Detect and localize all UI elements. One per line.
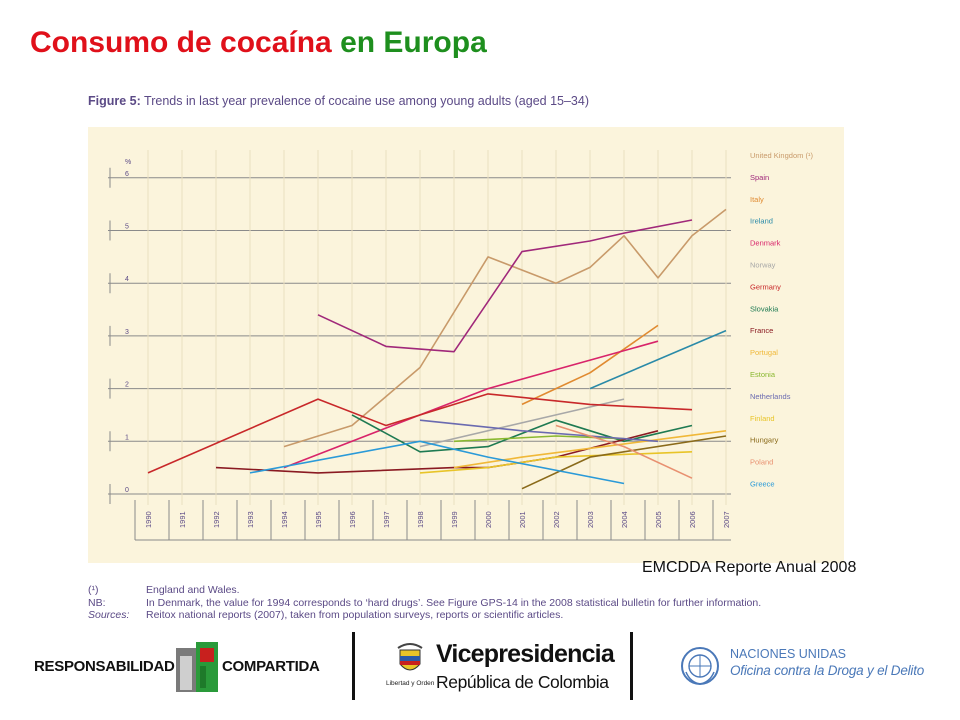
legend-entry: France: [750, 326, 773, 335]
source-label: EMCDDA Reporte Anual 2008: [642, 559, 857, 576]
slide-title: Consumo de cocaína en Europa: [30, 26, 487, 60]
y-tick-label: 1: [125, 434, 129, 441]
gridlines: [108, 150, 731, 505]
series-line: [521, 324, 659, 406]
series-line: [283, 340, 659, 469]
legend: United Kingdom (¹) Spain Italy Ireland Denma…: [750, 151, 813, 489]
vicepresidencia-subtitle: República de Colombia: [436, 672, 609, 692]
x-tick-label: 2004: [620, 511, 629, 528]
legend-entry: Germany: [750, 282, 781, 291]
x-tick-label: 2001: [518, 511, 527, 528]
vicepresidencia-title: Vicepresidencia: [436, 640, 615, 668]
note-key: (¹): [88, 584, 99, 596]
coat-of-arms-caption: Libertad y Orden: [386, 680, 435, 687]
legend-entry: Norway: [750, 261, 776, 270]
figure-label: Figure 5:: [88, 94, 141, 108]
legend-entry: Finland: [750, 414, 775, 423]
figure-notes: (¹) England and Wales. NB: In Denmark, the…: [88, 584, 761, 622]
series-lines: [147, 208, 727, 490]
un-name: NACIONES UNIDAS: [730, 647, 846, 661]
series-line: [351, 414, 693, 453]
note-row: Sources: Reitox national reports (2007), …: [88, 609, 761, 622]
x-tick-label: 1994: [280, 511, 289, 528]
x-tick-label: 1990: [144, 511, 153, 528]
x-axis: 1990 1991 1992 1993 1994 1995 1996 1997 1998 1999…: [134, 500, 731, 541]
rc-emblem-icon: [176, 642, 218, 692]
y-tick-label: 5: [125, 224, 129, 231]
note-text: England and Wales.: [146, 584, 240, 596]
note-key: NB:: [88, 596, 106, 609]
note-text: Reitox national reports (2007), taken fr…: [146, 609, 564, 621]
series-line: [555, 424, 693, 479]
legend-entry: Portugal: [750, 348, 778, 357]
x-tick-label: 2005: [654, 511, 663, 528]
series-line: [521, 435, 727, 490]
series-line: [419, 451, 693, 474]
legend-entry: Denmark: [750, 239, 781, 248]
chart-background: [88, 127, 844, 563]
series-line: [249, 440, 625, 485]
x-tick-label: 1991: [178, 511, 187, 528]
y-tick-label: 2: [125, 382, 129, 389]
figure-title-text: Trends in last year prevalence of cocain…: [144, 94, 589, 108]
vicepresidencia-logo: Libertad y Orden Vicepresidencia Repúbli…: [386, 638, 615, 702]
series-line: [283, 208, 727, 448]
series-line: [147, 393, 693, 474]
legend-entry: Italy: [750, 195, 764, 204]
rc-logo-right-text: COMPARTIDA: [222, 658, 320, 675]
series-line: [453, 435, 625, 443]
x-tick-label: 1992: [212, 511, 221, 528]
series-line: [215, 430, 659, 474]
legend-entry: Spain: [750, 173, 769, 182]
x-tick-label: 1997: [382, 511, 391, 528]
y-tick-label: 3: [125, 329, 129, 336]
note-row: (¹) England and Wales.: [88, 584, 761, 597]
y-tick-label: 0: [125, 487, 129, 494]
legend-entry: Poland: [750, 458, 773, 467]
note-key: Sources:: [88, 609, 130, 621]
legend-entry: Netherlands: [750, 392, 791, 401]
note-row: NB: In Denmark, the value for 1994 corres…: [88, 597, 761, 610]
y-tick-label: 4: [125, 276, 129, 283]
series-line: [453, 430, 727, 469]
rc-logo-left-text: RESPONSABILIDAD: [34, 658, 175, 675]
coat-of-arms-icon: [397, 643, 423, 671]
y-tick-label: 6: [125, 171, 129, 178]
x-tick-label: 2003: [586, 511, 595, 528]
y-axis-label: %: [125, 159, 131, 166]
slide-title-region: en Europa: [340, 26, 487, 59]
y-axis: 0 1 2 3 4 5 6%: [125, 159, 131, 494]
x-tick-label: 2006: [688, 511, 697, 528]
x-tick-label: 2000: [484, 511, 493, 528]
legend-entry: Hungary: [750, 436, 779, 445]
legend-entry: Greece: [750, 480, 775, 489]
legend-entry: United Kingdom (¹): [750, 151, 813, 160]
x-tick-label: 1995: [314, 511, 323, 528]
legend-entry: Ireland: [750, 217, 773, 226]
legend-entry: Slovakia: [750, 304, 779, 313]
series-line: [419, 419, 659, 443]
x-tick-label: 1998: [416, 511, 425, 528]
note-text: In Denmark, the value for 1994 correspon…: [146, 596, 762, 609]
footer-logos: RESPONSABILIDAD COMPARTIDA Libertad y Or…: [0, 628, 960, 708]
x-tick-label: 1999: [450, 511, 459, 528]
footer-divider: [630, 632, 633, 700]
x-tick-label: 2007: [722, 511, 731, 528]
legend-entry: Estonia: [750, 370, 776, 379]
x-tick-label: 2002: [552, 511, 561, 528]
un-emblem-icon: [681, 647, 719, 685]
unodc-name: Oficina contra la Droga y el Delito: [730, 663, 925, 678]
unodc-logo: NACIONES UNIDAS Oficina contra la Droga …: [680, 646, 950, 690]
series-line: [317, 219, 693, 353]
series-line: [589, 329, 727, 390]
footer-divider: [352, 632, 355, 700]
x-tick-label: 1993: [246, 511, 255, 528]
figure-title: Figure 5: Trends in last year prevalence…: [88, 94, 589, 108]
x-tick-label: 1996: [348, 511, 357, 528]
slide-title-main: Consumo de cocaína: [30, 26, 332, 59]
responsabilidad-compartida-logo: RESPONSABILIDAD COMPARTIDA: [34, 636, 344, 696]
